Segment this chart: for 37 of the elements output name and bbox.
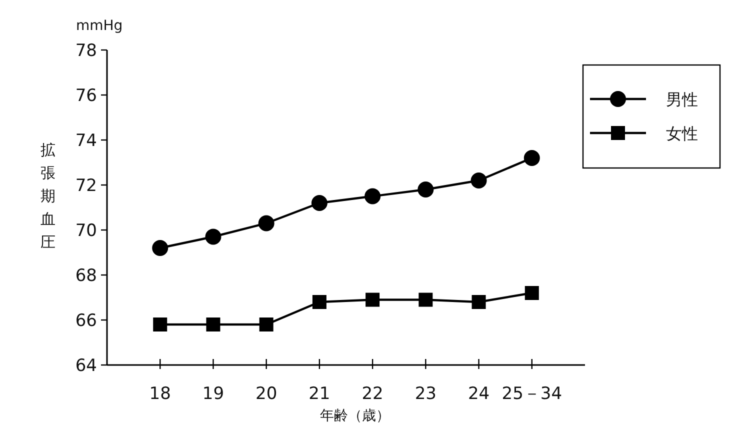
point [312,295,326,309]
y-tick-label: 66 [75,311,97,331]
point [258,215,274,232]
point [152,240,168,256]
y-tick-label: 68 [75,266,97,286]
y-tick-label: 76 [75,86,97,106]
point [205,228,222,245]
point [524,286,539,300]
y-tick-label: 74 [75,131,97,151]
point [206,318,220,332]
x-tick-label: 22 [362,384,384,404]
x-tick-label: 25－34 [502,384,562,404]
point [364,188,381,204]
y-tick-label: 64 [75,356,97,376]
x-tick-label: 19 [202,384,224,404]
y-tick-label: 70 [75,221,97,241]
y-tick-label: 72 [75,176,97,196]
x-tick-label: 18 [149,384,171,404]
point [470,172,487,188]
ylabel: 拡張期血圧 [40,141,56,251]
x-tick-label: 24 [468,384,490,404]
point [418,292,433,307]
legend-label: 男性 [666,90,698,109]
x-axis-title: 年齢（歳） [320,408,390,424]
point [259,318,274,332]
point [418,182,434,198]
point [311,195,328,211]
x-tick-label: 21 [308,384,330,404]
point [472,295,486,309]
point [366,292,380,307]
x-tick-label: 23 [414,384,436,404]
x-tick-label: 20 [256,384,278,404]
y-tick-label: 78 [75,41,97,61]
point [153,318,168,332]
legend-label: 女性 [666,124,698,143]
text: mmHg [76,18,123,34]
point [524,150,540,166]
